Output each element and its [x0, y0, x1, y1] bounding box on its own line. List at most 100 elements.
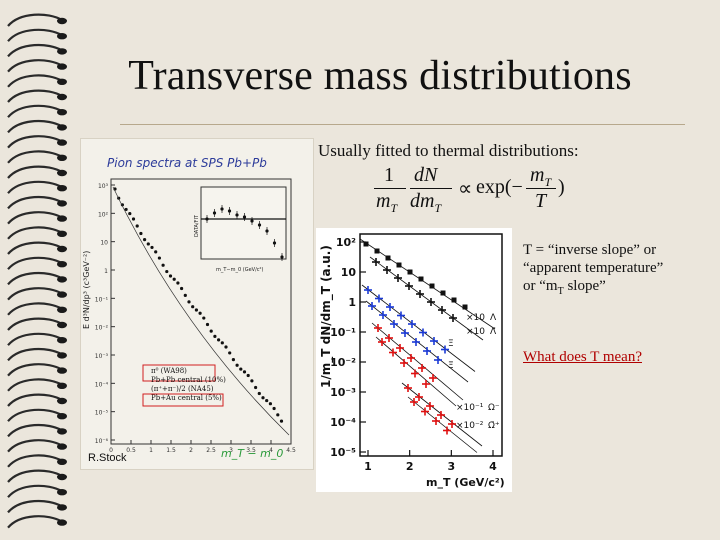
spiral-hole — [57, 321, 67, 329]
left-data-point — [257, 391, 261, 396]
left-data-point — [161, 263, 165, 267]
right-xlabel: m_T (GeV/c²) — [426, 476, 505, 489]
right-fit-line — [371, 322, 464, 401]
spiral-ring — [7, 332, 63, 346]
right-data-point — [451, 297, 457, 303]
question-link[interactable]: What does T mean? — [523, 349, 642, 365]
left-data-point — [279, 419, 284, 423]
left-ylabel: E d³N/dp³ (c³GeV⁻²) — [82, 251, 91, 329]
right-series-label: Ω̄⁺ — [488, 421, 500, 431]
left-ytick-label: 10 — [100, 240, 108, 247]
left-xtick-label: 2 — [189, 447, 193, 454]
left-data-point — [242, 370, 247, 374]
left-data-point — [202, 316, 206, 320]
formula-bar-1 — [374, 188, 406, 189]
left-data-point — [180, 286, 184, 291]
right-series-label: ×10 — [466, 327, 485, 337]
left-data-point — [150, 245, 154, 250]
left-data-point — [143, 238, 147, 242]
right-ytick-label: 10⁻⁵ — [330, 446, 356, 459]
left-data-point — [183, 293, 187, 297]
handwritten-xlabel: m_T − m_0 — [221, 447, 283, 460]
right-fit-line — [407, 396, 478, 453]
spiral-ring — [7, 104, 63, 118]
right-xtick-label: 4 — [489, 460, 497, 473]
spiral-ring — [7, 256, 63, 270]
pion-spectra-figure: Pion spectra at SPS Pb+Pb 10³ 10² 10 1 10⁻¹ 1… — [80, 138, 314, 470]
right-ytick-label: 1 — [348, 296, 356, 309]
left-xtick-label: 4 — [269, 447, 273, 454]
right-data-point — [374, 248, 380, 254]
left-data-point — [198, 311, 202, 315]
spiral-hole — [57, 337, 67, 344]
spiral-hole — [57, 443, 67, 450]
right-data-point — [440, 290, 446, 296]
left-data-point — [276, 413, 280, 417]
spiral-ring — [7, 119, 63, 134]
spiral-hole — [57, 124, 67, 131]
spiral-hole — [57, 93, 67, 101]
left-ytick-label: 10⁻³ — [95, 353, 109, 360]
strange-hadron-plot: 10² 10 1 10⁻¹ 10⁻² 10⁻³ 10⁻⁴ 10⁻⁵ 1 2 3 4 1/m_T dN… — [319, 233, 505, 489]
spiral-hole — [57, 169, 67, 177]
left-data-point — [213, 334, 217, 338]
left-data-point — [224, 345, 228, 349]
right-data-point — [407, 269, 413, 275]
spiral-hole — [57, 306, 67, 313]
spiral-hole — [57, 48, 67, 55]
left-data-point — [228, 351, 232, 355]
right-series-label: Λ — [490, 313, 497, 323]
spiral-ring — [7, 89, 63, 103]
legend-entry: π⁰ (WA98) — [151, 367, 187, 375]
right-axes-frame — [359, 233, 503, 457]
right-xtick-label: 2 — [406, 460, 414, 473]
inverse-slope-text: T = “inverse slope” or “apparent tempera… — [523, 241, 663, 301]
right-fit-line — [359, 238, 496, 330]
right-ytick-label: 10⁻² — [330, 356, 356, 369]
right-ytick-label: 10⁻¹ — [330, 326, 356, 339]
right-ytick-label: 10² — [336, 236, 356, 249]
spiral-ring — [7, 499, 63, 514]
left-data-point — [187, 300, 191, 304]
right-series-label: Ω⁻ — [488, 403, 500, 413]
left-xtick-label: 3.5 — [246, 447, 256, 454]
left-ytick-label: 10⁻² — [95, 325, 109, 332]
left-xtick-label: 4.5 — [286, 447, 296, 454]
right-series-label: Ξ — [448, 339, 454, 349]
spiral-ring — [7, 165, 63, 179]
pion-spectra-plot: Pion spectra at SPS Pb+Pb 10³10²10110⁻¹1… — [82, 156, 296, 460]
spiral-hole — [57, 245, 67, 253]
spiral-binding-decoration — [7, 13, 67, 529]
spiral-hole — [57, 230, 67, 237]
left-xtick-label: 3 — [229, 447, 233, 454]
spiral-ring — [7, 13, 63, 27]
spiral-hole — [57, 413, 67, 420]
formula-mt-den: mT — [376, 190, 398, 215]
formula-exp: exp(− — [476, 176, 523, 198]
left-data-point — [135, 224, 139, 228]
right-series-label: ×10⁻² — [456, 421, 484, 431]
left-data-point — [268, 402, 272, 406]
spiral-ring — [7, 195, 63, 210]
spiral-hole — [57, 504, 67, 511]
strange-hadron-figure: 10² 10 1 10⁻¹ 10⁻² 10⁻³ 10⁻⁴ 10⁻⁵ 1 2 3 4 1/m_T dN… — [316, 228, 512, 492]
left-data-point — [139, 231, 143, 236]
spiral-ring — [7, 484, 63, 498]
formula-exp-den: T — [535, 190, 547, 212]
formula-close: ) — [558, 176, 565, 198]
left-ytick-label: 10⁻⁴ — [95, 381, 109, 388]
spiral-ring — [7, 28, 63, 42]
spiral-ring — [7, 287, 63, 301]
spiral-hole — [57, 63, 67, 70]
spiral-ring — [7, 393, 63, 407]
right-data-point — [396, 262, 402, 268]
spiral-ring — [7, 408, 63, 422]
left-ytick-label: 1 — [104, 268, 108, 275]
spiral-hole — [57, 185, 67, 192]
spiral-ring — [7, 271, 63, 286]
spiral-hole — [57, 200, 67, 207]
spiral-ring — [7, 347, 63, 362]
formula-bar-2 — [410, 188, 452, 189]
spiral-ring — [7, 59, 63, 73]
spiral-hole — [57, 33, 67, 40]
